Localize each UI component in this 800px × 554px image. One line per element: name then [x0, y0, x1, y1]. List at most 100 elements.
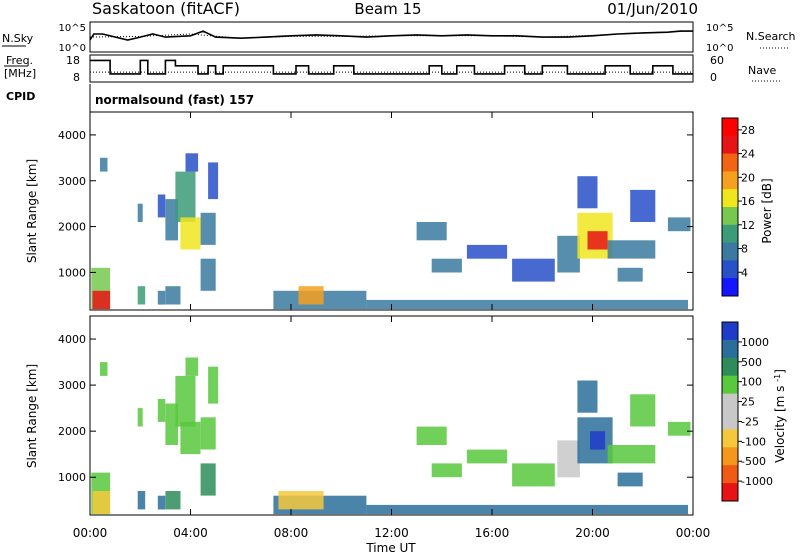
- cell-27: [617, 472, 643, 487]
- cb-tick-label-6: -500: [741, 455, 766, 468]
- cell-9: [175, 375, 196, 427]
- cpid-label: CPID: [6, 90, 35, 103]
- cell-13: [200, 463, 216, 496]
- freq-series-0: [90, 59, 693, 75]
- freq-right-tick-top: 60: [710, 54, 724, 67]
- velocity-clabel: Velocity [m s -1]: [773, 369, 788, 463]
- time-tick-label-5: 20:00: [575, 526, 610, 540]
- cell-25: [590, 431, 606, 450]
- freq-frame: [89, 54, 694, 83]
- cb-tick-label-5: -100: [741, 435, 766, 448]
- date-title: 01/Jun/2010: [607, 0, 698, 18]
- velocity-clabel-exponent: -1: [773, 374, 782, 382]
- cell-12: [200, 417, 216, 450]
- cell-17: [366, 299, 688, 310]
- cb-tick-label-5: 24: [741, 148, 755, 161]
- cell-27: [617, 267, 643, 282]
- cell-8: [165, 491, 181, 510]
- velocity-ylabel: Slant Range [km]: [25, 364, 39, 468]
- cell-16: [298, 286, 324, 305]
- time-tick-label-1: 04:00: [173, 526, 208, 540]
- cb-swatch-5: [722, 207, 738, 226]
- cb-swatch-6: [722, 224, 738, 244]
- beam-title: Beam 15: [354, 0, 421, 18]
- cb-swatch-8: [722, 260, 738, 279]
- cb-swatch-1: [722, 339, 738, 359]
- cell-23: [577, 380, 598, 413]
- cell-21: [512, 258, 555, 282]
- cb-tick-label-0: 4: [741, 266, 748, 279]
- cb-tick-label-1: 8: [741, 243, 748, 256]
- cb-swatch-9: [722, 483, 738, 502]
- noise-right-label: N.Search: [746, 30, 796, 43]
- noise-left-tick-bottom: 10^0: [59, 43, 86, 54]
- cell-14: [208, 162, 219, 200]
- noise-left-label: N.Sky: [2, 32, 34, 45]
- cb-swatch-9: [722, 278, 738, 297]
- cell-28: [630, 394, 656, 427]
- cb-tick-label-7: -1000: [741, 475, 773, 488]
- cell-9: [175, 171, 196, 222]
- power-axes: 1000 2000 3000 4000: [58, 112, 694, 310]
- cell-5: [157, 290, 166, 305]
- noise-panel: N.Sky 10^5 10^0 10^5 10^0 N.Search: [2, 21, 796, 54]
- time-tick-label-4: 16:00: [475, 526, 510, 540]
- cb-swatch-7: [722, 242, 738, 261]
- noise-series-0: [89, 30, 693, 41]
- cb-swatch-1: [722, 135, 738, 155]
- cell-1: [92, 290, 111, 310]
- cell-17: [366, 504, 688, 515]
- cb-frame: [721, 321, 739, 502]
- cell-29: [667, 217, 691, 232]
- cb-swatch-3: [722, 171, 738, 190]
- freq-left-tick-bottom: 8: [73, 71, 80, 84]
- ytick-label-0: 1000: [58, 266, 86, 279]
- cell-14: [208, 366, 219, 404]
- cb-tick-label-4: 20: [741, 171, 755, 184]
- power-colorbar: 4 8 12 16 20 24 28: [721, 117, 755, 297]
- cell-10: [180, 217, 201, 250]
- ytick-label-0: 1000: [58, 471, 86, 484]
- cb-swatch-2: [722, 357, 738, 377]
- velocity-clabel-text: Velocity [m s: [773, 386, 787, 463]
- cb-tick-label-2: 12: [741, 219, 755, 232]
- noise-left-tick-top: 10^5: [59, 23, 86, 34]
- cell-7: [165, 199, 178, 241]
- cell-7: [165, 403, 178, 445]
- power-clabel: Power [dB]: [760, 178, 774, 243]
- cell-4: [137, 203, 143, 222]
- cell-5: [157, 495, 166, 510]
- cb-swatch-0: [722, 322, 738, 341]
- cell-11: [185, 153, 199, 172]
- cell-26: [607, 445, 656, 464]
- cell-19: [431, 463, 462, 478]
- velocity-axes: 1000 2000 3000 4000: [58, 316, 694, 515]
- freq-panel: Freq. [MHz] 18 8 60 0 Nave: [4, 54, 780, 84]
- cb-tick-label-3: 25: [741, 396, 755, 409]
- cell-18: [416, 222, 447, 241]
- time-tick-label-2: 08:00: [274, 526, 309, 540]
- cb-swatch-4: [722, 189, 738, 208]
- cb-swatch-4: [722, 393, 738, 412]
- cell-2: [100, 157, 108, 172]
- time-tick-label-0: 00:00: [73, 526, 108, 540]
- freq-label-line1: Freq.: [6, 54, 33, 67]
- cell-10: [180, 421, 201, 455]
- time-axis: 00:00 04:00 08:00 12:00 16:00 20:00 00:00: [73, 526, 711, 540]
- cell-1: [92, 491, 111, 514]
- cell-21: [512, 463, 555, 487]
- cb-swatch-5: [722, 411, 738, 430]
- cb-swatch-2: [722, 153, 738, 172]
- cb-swatch-8: [722, 465, 738, 484]
- noise-right-tick-bottom: 10^0: [706, 43, 733, 54]
- velocity-cells: [91, 357, 691, 515]
- cell-18: [416, 426, 447, 445]
- power-panel: 1000 2000 3000 4000 Slant Range [km] 4 8 12 16…: [25, 111, 774, 311]
- ytick-label-2: 3000: [58, 175, 86, 188]
- cell-6: [157, 398, 166, 422]
- cell-13: [200, 258, 216, 291]
- freq-label-line2: [MHz]: [4, 67, 36, 80]
- time-tick-label-3: 12:00: [374, 526, 409, 540]
- time-tick-label-6: 00:00: [676, 526, 711, 540]
